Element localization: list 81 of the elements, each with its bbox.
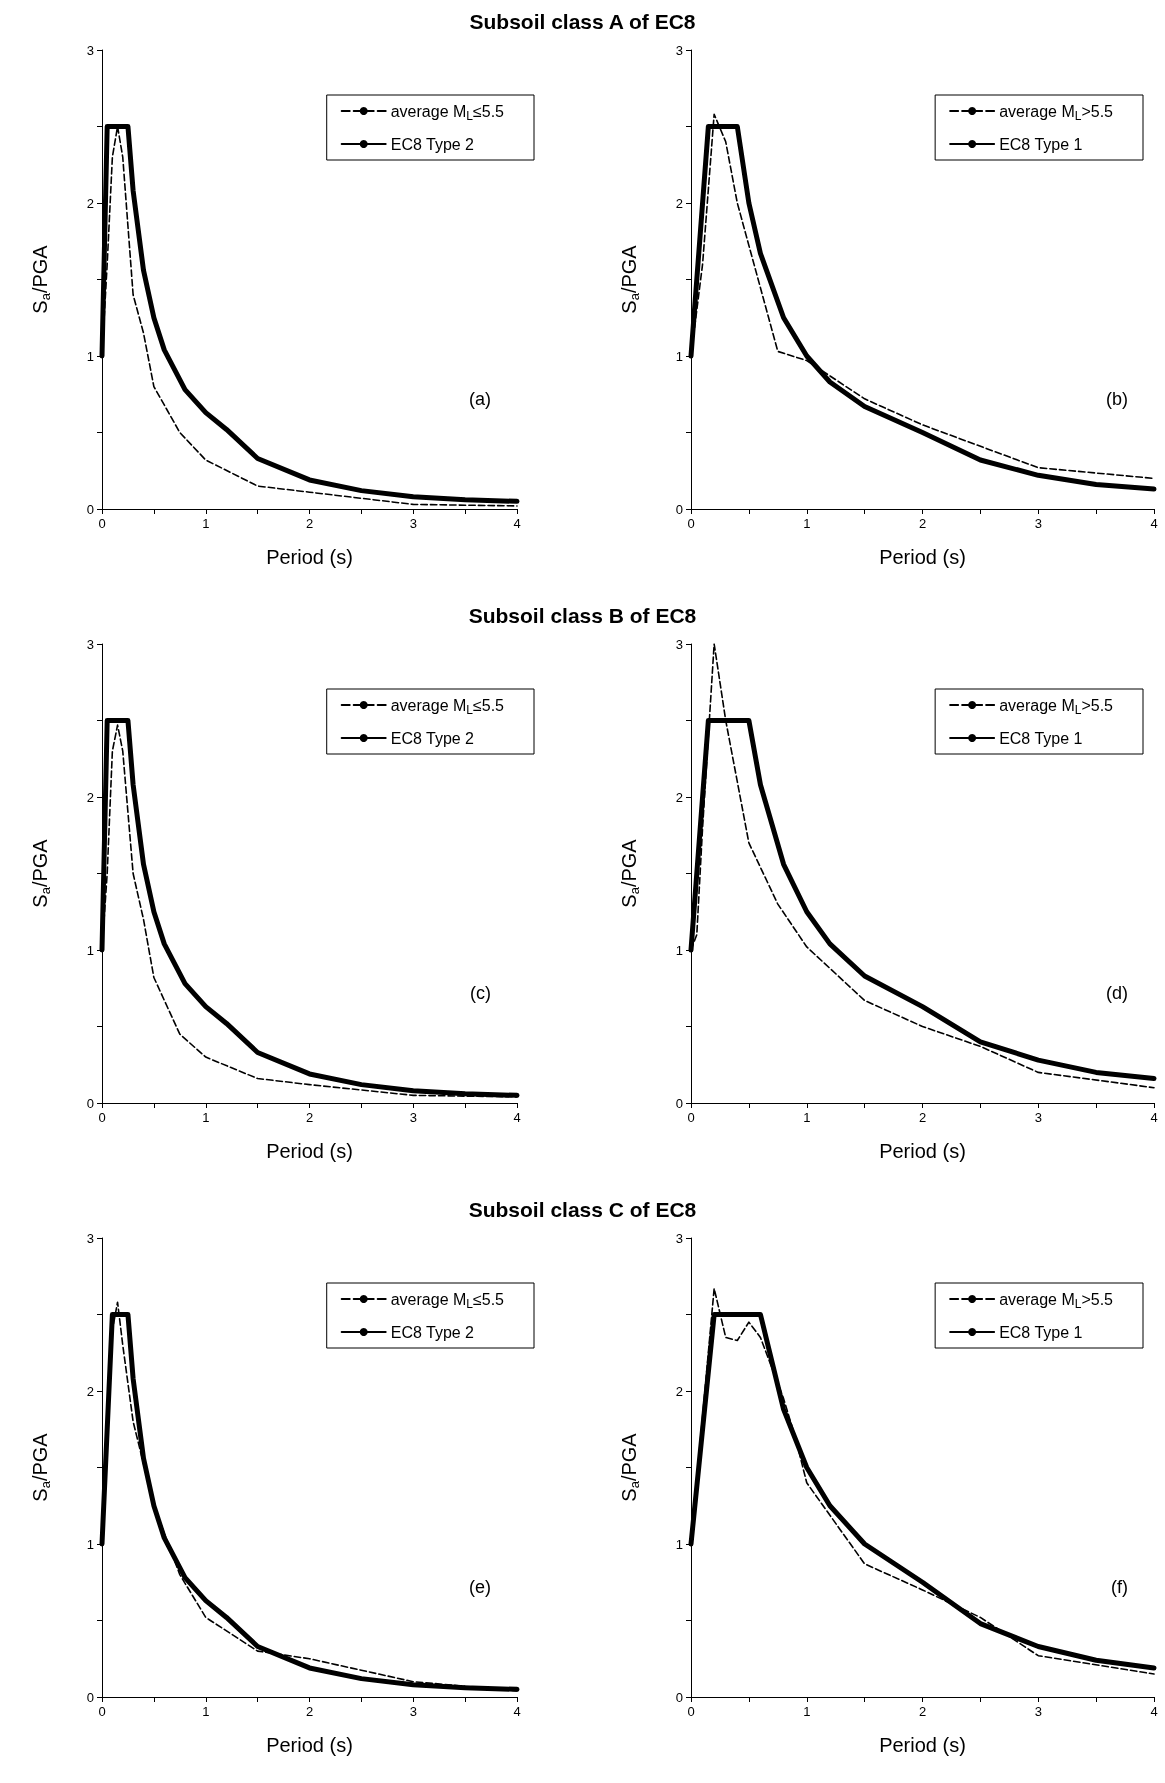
y-axis-title: Sa/PGA: [617, 244, 642, 314]
y-tick-label: 1: [86, 1536, 94, 1552]
x-tick-label: 2: [305, 1704, 314, 1719]
annotation: (b): [1106, 389, 1128, 409]
y-tick-label: 1: [675, 942, 683, 958]
y-tick-label: 3: [675, 42, 683, 58]
y-tick-label: 0: [86, 1689, 94, 1705]
y-tick-label: 2: [86, 789, 94, 805]
x-tick-label: 1: [803, 1110, 811, 1125]
y-tick-label: 1: [675, 1536, 683, 1552]
x-tick-label: 4: [1150, 1704, 1158, 1719]
x-tick-label: 4: [513, 1704, 521, 1719]
legend-label: EC8 Type 1: [999, 729, 1083, 747]
annotation: (a): [469, 389, 491, 409]
y-axis-title: Sa/PGA: [28, 1432, 53, 1502]
x-tick-label: 3: [1034, 1110, 1042, 1125]
x-tick-label: 1: [803, 1704, 811, 1719]
annotation: (d): [1106, 983, 1128, 1003]
y-tick-label: 3: [675, 1230, 683, 1246]
x-tick-label: 1: [202, 516, 210, 531]
x-tick-label: 0: [98, 1704, 106, 1719]
y-axis-title: Sa/PGA: [28, 838, 53, 908]
annotation: (f): [1111, 1577, 1129, 1597]
y-tick-label: 2: [675, 195, 683, 211]
x-tick-label: 2: [918, 1704, 927, 1719]
y-tick-label: 2: [86, 195, 94, 211]
legend-label: EC8 Type 2: [390, 1323, 475, 1341]
x-tick-label: 2: [305, 1110, 314, 1125]
x-tick-label: 1: [202, 1110, 210, 1125]
legend-label: EC8 Type 1: [999, 1323, 1083, 1341]
x-axis-title: Period (s): [879, 546, 966, 568]
x-tick-label: 0: [687, 516, 695, 531]
x-tick-label: 0: [687, 1110, 695, 1125]
y-axis-title: Sa/PGA: [617, 838, 642, 908]
x-tick-label: 0: [98, 1110, 106, 1125]
y-tick-label: 0: [675, 1689, 683, 1705]
x-tick-label: 1: [803, 516, 811, 531]
y-tick-label: 0: [675, 1095, 683, 1111]
text: Subsoil class A of EC8: [468, 10, 697, 34]
x-tick-label: 4: [513, 1110, 521, 1125]
x-axis-title: Period (s): [879, 1140, 966, 1162]
y-tick-label: 0: [675, 501, 683, 517]
x-tick-label: 3: [1034, 516, 1042, 531]
y-tick-label: 2: [675, 789, 683, 805]
x-tick-label: 3: [409, 1110, 417, 1125]
y-tick-label: 0: [86, 1095, 94, 1111]
legend-label: EC8 Type 2: [390, 729, 475, 747]
x-tick-label: 2: [305, 516, 314, 531]
y-axis-title: Sa/PGA: [28, 244, 53, 314]
legend-label: EC8 Type 2: [390, 135, 475, 153]
text: Subsoil class C of EC8: [467, 1198, 698, 1222]
x-tick-label: 3: [1034, 1704, 1042, 1719]
y-tick-label: 0: [86, 501, 94, 517]
y-tick-label: 2: [86, 1383, 94, 1399]
x-tick-label: 3: [409, 516, 417, 531]
y-axis-title: Sa/PGA: [617, 1432, 642, 1502]
x-tick-label: 4: [513, 516, 521, 531]
x-tick-label: 0: [687, 1704, 695, 1719]
legend-label: EC8 Type 1: [999, 135, 1083, 153]
x-tick-label: 2: [918, 516, 927, 531]
x-tick-label: 3: [409, 1704, 417, 1719]
annotation: (e): [469, 1577, 491, 1597]
y-tick-label: 3: [86, 1230, 94, 1246]
x-tick-label: 2: [918, 1110, 927, 1125]
x-tick-label: 4: [1150, 1110, 1158, 1125]
y-tick-label: 3: [86, 42, 94, 58]
x-axis-title: Period (s): [266, 1140, 353, 1162]
y-tick-label: 2: [675, 1383, 683, 1399]
y-tick-label: 1: [675, 348, 683, 364]
y-tick-label: 3: [86, 636, 94, 652]
x-tick-label: 4: [1150, 516, 1158, 531]
y-tick-label: 1: [86, 348, 94, 364]
annotation: (c): [470, 983, 492, 1003]
y-tick-label: 3: [675, 636, 683, 652]
x-axis-title: Period (s): [266, 546, 353, 568]
y-tick-label: 1: [86, 942, 94, 958]
x-tick-label: 0: [98, 516, 106, 531]
text: Subsoil class B of EC8: [467, 604, 698, 628]
x-tick-label: 1: [202, 1704, 210, 1719]
x-axis-title: Period (s): [266, 1734, 353, 1756]
x-axis-title: Period (s): [879, 1734, 966, 1756]
